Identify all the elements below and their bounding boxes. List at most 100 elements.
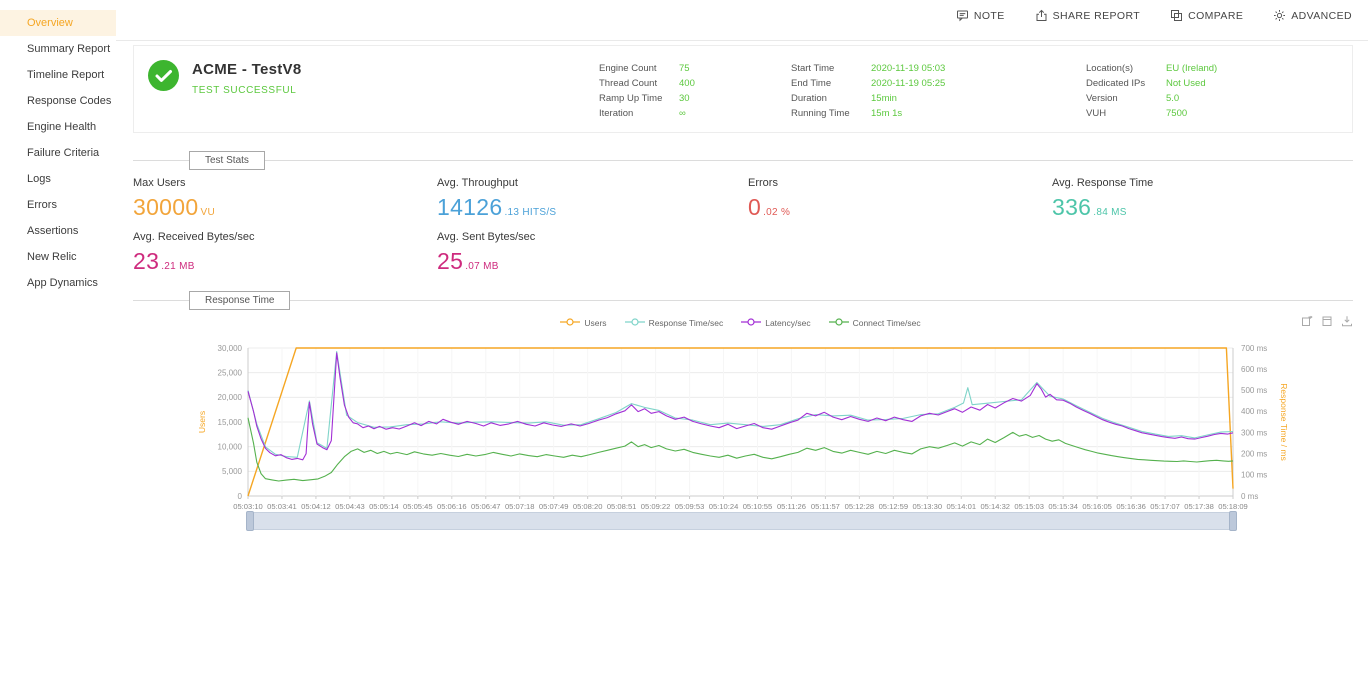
sidebar-item-new-relic[interactable]: New Relic	[0, 244, 116, 270]
meta-label: Iteration	[599, 108, 679, 119]
meta-value: 30	[679, 93, 690, 104]
share-report-button[interactable]: SHARE REPORT	[1035, 9, 1140, 22]
meta-column-1: Engine Count75Thread Count400Ramp Up Tim…	[599, 61, 695, 121]
topbar-actions: NOTE SHARE REPORT COMPARE ADVANCED	[956, 9, 1352, 22]
stat-value-unit: .07 MB	[465, 261, 498, 272]
right-axis-tick: 600 ms	[1241, 365, 1267, 374]
test-title: ACME - TestV8	[192, 61, 301, 78]
stat-value: 14126.13 HITS/S	[437, 194, 732, 221]
sidebar-item-logs[interactable]: Logs	[0, 166, 116, 192]
response-time-divider: Response Time	[133, 300, 1353, 301]
left-axis-tick: 10,000	[218, 442, 243, 451]
compare-button[interactable]: COMPARE	[1170, 9, 1243, 22]
x-axis-label: 05:16:05	[1082, 502, 1112, 511]
legend-item-response-time-sec[interactable]: Response Time/sec	[625, 317, 724, 329]
zoom-icon[interactable]	[1301, 315, 1313, 327]
meta-label: Dedicated IPs	[1086, 78, 1166, 89]
meta-value: 5.0	[1166, 93, 1179, 104]
x-axis-label: 05:15:34	[1048, 502, 1078, 511]
x-axis-label: 05:03:41	[267, 502, 297, 511]
meta-value: 2020-11-19 05:25	[871, 78, 945, 89]
response-time-chart: 05,00010,00015,00020,00025,00030,0000 ms…	[195, 338, 1355, 520]
x-axis-label: 05:08:51	[607, 502, 637, 511]
datazoom-slider[interactable]	[248, 512, 1235, 530]
stat-avg-sent-bytes-sec: Avg. Sent Bytes/sec25.07 MB	[437, 231, 732, 275]
right-axis-tick: 0 ms	[1241, 492, 1258, 501]
advanced-button-label: ADVANCED	[1291, 10, 1352, 22]
meta-row-engine-count: Engine Count75	[599, 61, 695, 76]
x-axis-label: 05:08:20	[573, 502, 603, 511]
stat-label: Errors	[748, 177, 1043, 189]
meta-row-version: Version5.0	[1086, 91, 1217, 106]
meta-label: End Time	[791, 78, 871, 89]
x-axis-label: 05:05:45	[403, 502, 433, 511]
legend-item-users[interactable]: Users	[560, 317, 606, 329]
x-axis-label: 05:18:09	[1218, 502, 1248, 511]
legend-item-connect-time-sec[interactable]: Connect Time/sec	[829, 317, 921, 329]
sidebar-item-assertions[interactable]: Assertions	[0, 218, 116, 244]
sidebar-item-app-dynamics[interactable]: App Dynamics	[0, 270, 116, 296]
meta-row-vuh: VUH7500	[1086, 106, 1217, 121]
meta-label: Running Time	[791, 108, 871, 119]
sidebar-item-response-codes[interactable]: Response Codes	[0, 88, 116, 114]
test-stats-section-label: Test Stats	[189, 151, 265, 170]
stat-value-unit: .84 MS	[1093, 207, 1126, 218]
sidebar-item-timeline-report[interactable]: Timeline Report	[0, 62, 116, 88]
stat-label: Avg. Throughput	[437, 177, 732, 189]
right-axis-title: Response Time / ms	[1279, 383, 1289, 460]
meta-label: Ramp Up Time	[599, 93, 679, 104]
meta-row-location-s: Location(s)EU (Ireland)	[1086, 61, 1217, 76]
meta-label: Version	[1086, 93, 1166, 104]
stat-value: 30000VU	[133, 194, 428, 221]
datazoom-right-handle[interactable]	[1229, 511, 1237, 531]
series-response-time-sec	[248, 352, 1233, 458]
left-axis-tick: 30,000	[218, 344, 243, 353]
meta-row-duration: Duration15min	[791, 91, 945, 106]
sidebar-item-summary-report[interactable]: Summary Report	[0, 36, 116, 62]
chart-legend: Users Response Time/sec Latency/sec Connect…	[248, 317, 1233, 329]
sidebar-item-errors[interactable]: Errors	[0, 192, 116, 218]
legend-label: Latency/sec	[765, 318, 810, 328]
stat-value-unit: .02 %	[763, 207, 790, 218]
meta-label: Thread Count	[599, 78, 679, 89]
sidebar-item-overview[interactable]: Overview	[0, 10, 116, 36]
download-icon[interactable]	[1341, 315, 1353, 327]
sidebar-item-engine-health[interactable]: Engine Health	[0, 114, 116, 140]
meta-column-3: Location(s)EU (Ireland)Dedicated IPsNot …	[1086, 61, 1217, 121]
test-stats-panel: Max Users 30000VU Avg. Throughput 14126.13 …	[133, 177, 1353, 289]
meta-value: EU (Ireland)	[1166, 63, 1217, 74]
x-axis-label: 05:07:49	[539, 502, 569, 511]
x-axis-label: 05:04:12	[301, 502, 331, 511]
share-report-button-label: SHARE REPORT	[1053, 10, 1140, 22]
sidebar-item-failure-criteria[interactable]: Failure Criteria	[0, 140, 116, 166]
advanced-button[interactable]: ADVANCED	[1273, 9, 1352, 22]
stat-avg-response-time: Avg. Response Time336.84 MS	[1052, 177, 1347, 221]
share-icon	[1035, 9, 1048, 22]
stat-value-main: 14126	[437, 194, 502, 220]
restore-icon[interactable]	[1321, 315, 1333, 327]
right-axis-tick: 100 ms	[1241, 471, 1267, 480]
left-axis-tick: 0	[238, 492, 243, 501]
stat-label: Max Users	[133, 177, 428, 189]
legend-label: Response Time/sec	[649, 318, 724, 328]
x-axis-label: 05:16:36	[1116, 502, 1146, 511]
left-axis-tick: 5,000	[222, 467, 243, 476]
stat-label: Avg. Response Time	[1052, 177, 1347, 189]
x-axis-label: 05:11:57	[811, 502, 840, 511]
legend-item-latency-sec[interactable]: Latency/sec	[741, 317, 810, 329]
note-icon	[956, 9, 969, 22]
page: OverviewSummary ReportTimeline ReportRes…	[0, 0, 1368, 689]
meta-label: Start Time	[791, 63, 871, 74]
stat-value-unit: .21 MB	[161, 261, 194, 272]
stat-avg-received-bytes-sec: Avg. Received Bytes/sec23.21 MB	[133, 231, 428, 275]
test-status-badge: TEST SUCCESSFUL	[192, 85, 296, 96]
meta-value: 15m 1s	[871, 108, 902, 119]
left-axis-tick: 15,000	[218, 418, 243, 427]
datazoom-left-handle[interactable]	[246, 511, 254, 531]
right-axis-tick: 200 ms	[1241, 450, 1267, 459]
stat-value: 25.07 MB	[437, 248, 732, 275]
note-button[interactable]: NOTE	[956, 9, 1005, 22]
x-axis-label: 05:05:14	[369, 502, 399, 511]
meta-value: 7500	[1166, 108, 1187, 119]
test-summary-card: ACME - TestV8 TEST SUCCESSFUL Engine Cou…	[133, 45, 1353, 133]
